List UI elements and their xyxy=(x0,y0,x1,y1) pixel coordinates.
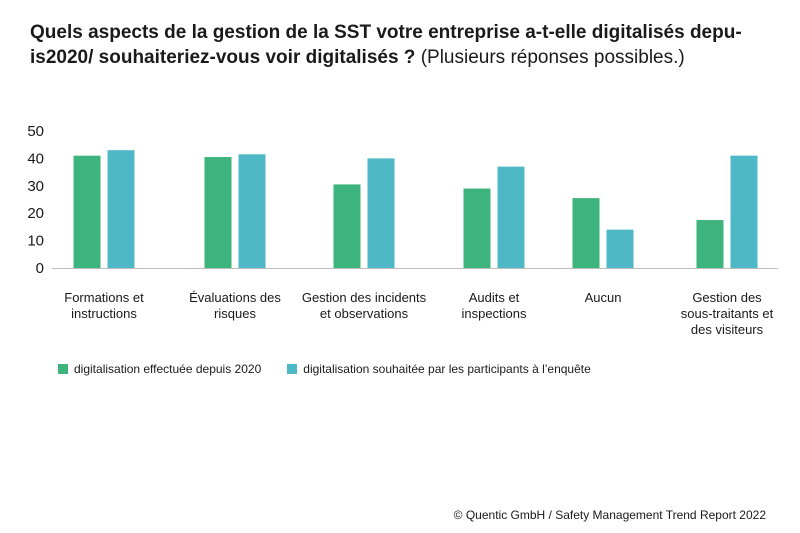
x-category-label: Aucun xyxy=(585,290,622,305)
bar-series-1 xyxy=(204,157,232,268)
x-category-label: instructions xyxy=(71,306,137,321)
x-category-label: risques xyxy=(214,306,256,321)
bar-series-2 xyxy=(107,150,135,268)
x-category-label: des visiteurs xyxy=(691,322,764,337)
legend: digitalisation effectuée depuis 2020 dig… xyxy=(58,362,617,376)
legend-item-series-1: digitalisation effectuée depuis 2020 xyxy=(58,362,261,376)
bar-series-1 xyxy=(463,188,491,268)
x-category-label: Audits et xyxy=(469,290,520,305)
x-category-label: inspections xyxy=(461,306,527,321)
y-tick-label: 10 xyxy=(27,233,44,250)
bar-series-2 xyxy=(367,158,395,268)
y-tick-label: 0 xyxy=(36,260,44,277)
chart-title: Quels aspects de la gestion de la SST vo… xyxy=(30,20,770,70)
legend-swatch-series-1 xyxy=(58,364,68,374)
bar-series-1 xyxy=(696,220,724,268)
y-tick-label: 50 xyxy=(27,123,44,140)
y-tick-label: 30 xyxy=(27,178,44,195)
bar-series-2 xyxy=(606,229,634,268)
bar-series-1 xyxy=(572,198,600,268)
x-category-label: Formations et xyxy=(64,290,144,305)
bar-series-2 xyxy=(730,155,758,268)
x-category-label: Gestion des xyxy=(692,290,762,305)
chart-title-main: Quels aspects de la gestion de la SST vo… xyxy=(30,22,742,68)
bar-series-1 xyxy=(73,155,101,268)
x-category-label: Évaluations des xyxy=(189,290,281,305)
y-tick-label: 20 xyxy=(27,205,44,222)
chart-title-note: (Plusieurs réponses possibles.) xyxy=(420,47,685,68)
legend-label-series-2: digitalisation souhaitée par les partici… xyxy=(303,362,591,376)
bar-series-2 xyxy=(238,154,266,268)
legend-item-series-2: digitalisation souhaitée par les partici… xyxy=(287,362,591,376)
x-category-label: et observations xyxy=(320,306,409,321)
legend-label-series-1: digitalisation effectuée depuis 2020 xyxy=(74,362,262,376)
x-category-label: Gestion des incidents xyxy=(302,290,427,305)
y-tick-label: 40 xyxy=(27,150,44,167)
x-category-label: sous-traitants et xyxy=(681,306,774,321)
bar-series-2 xyxy=(497,166,525,268)
source-note: © Quentic GmbH / Safety Management Trend… xyxy=(453,508,766,522)
bar-series-1 xyxy=(333,184,361,268)
legend-swatch-series-2 xyxy=(287,364,298,374)
